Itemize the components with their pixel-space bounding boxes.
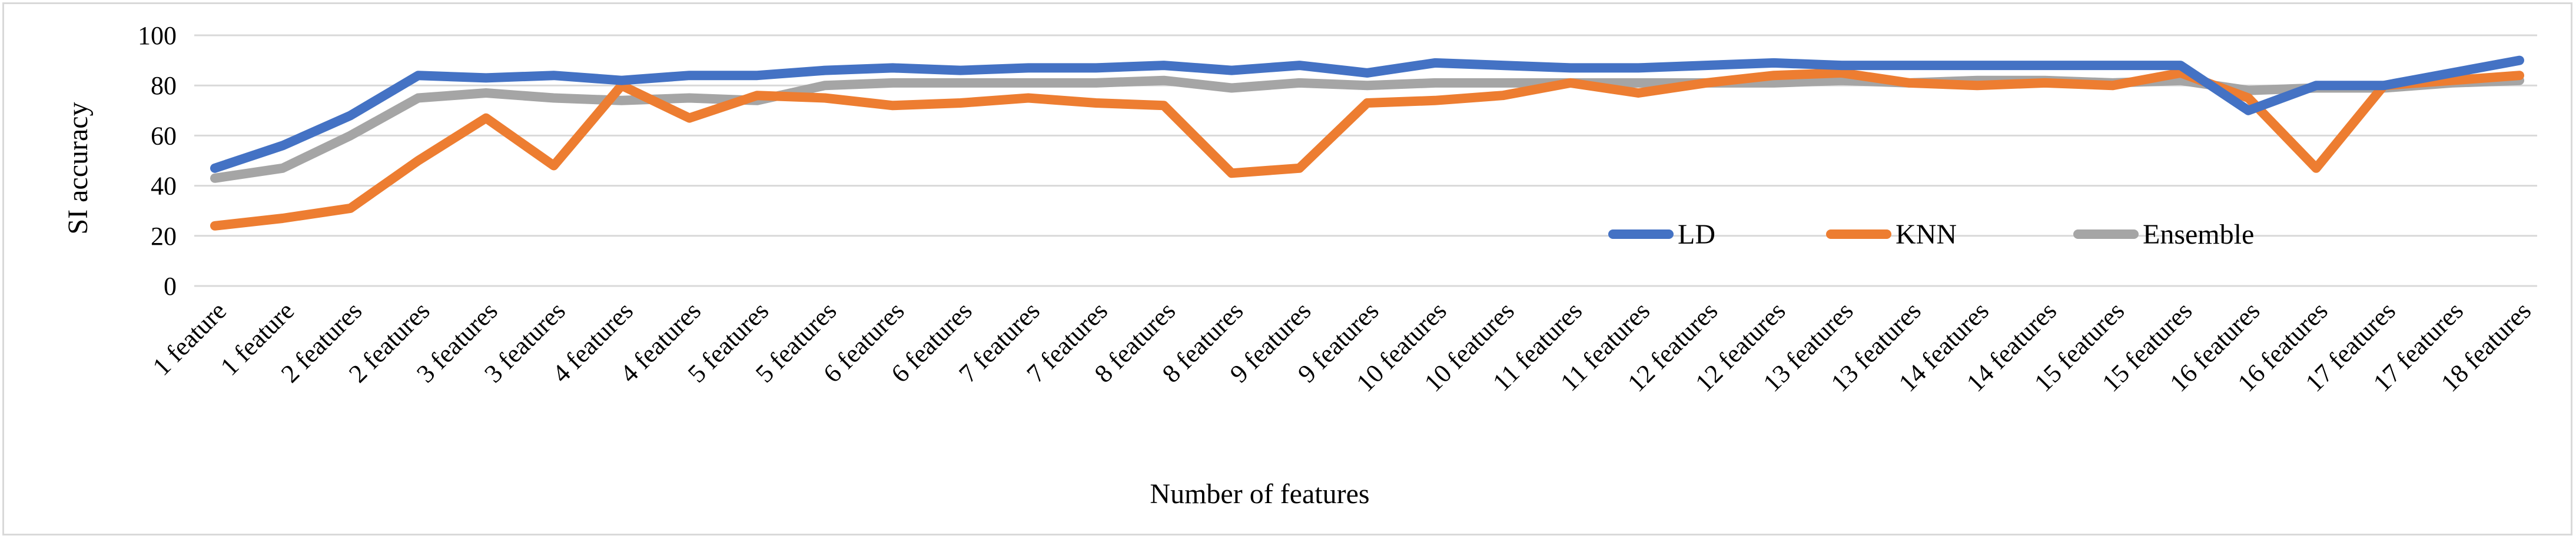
- y-tick-label: 80: [151, 71, 177, 100]
- y-tick-label: 0: [164, 272, 177, 301]
- legend-label-ensemble: Ensemble: [2143, 219, 2254, 250]
- y-axis-title: SI accuracy: [62, 102, 94, 234]
- x-tick-label: 1 feature: [147, 296, 232, 381]
- y-tick-label: 100: [138, 21, 177, 50]
- x-axis-title: Number of features: [1150, 478, 1369, 510]
- series-lines: [210, 55, 2524, 231]
- legend-label-knn: KNN: [1896, 219, 1957, 250]
- series-line-ld: [210, 55, 2524, 173]
- y-tick-label: 60: [151, 121, 177, 150]
- y-tick-label: 40: [151, 172, 177, 201]
- legend-label-ld: LD: [1678, 219, 1715, 250]
- legend: LD KNN Ensemble: [1608, 219, 2254, 250]
- y-tick-label: 20: [151, 222, 177, 251]
- y-axis-ticks: 0 20 40 60 80 100: [138, 21, 177, 301]
- series-line-knn: [210, 68, 2524, 231]
